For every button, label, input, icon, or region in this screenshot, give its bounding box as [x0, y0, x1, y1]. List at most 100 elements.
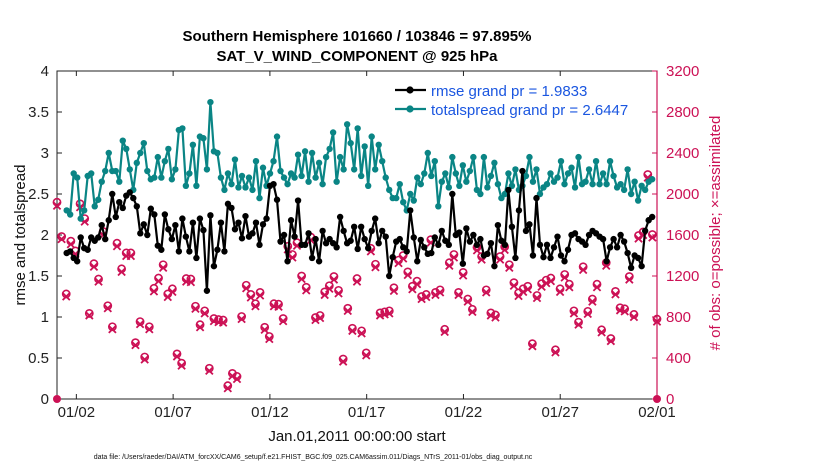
- obs-assimilated-point: [385, 309, 394, 318]
- totalspread-point: [165, 145, 172, 153]
- obs-assimilated-point: [546, 276, 556, 286]
- totalspread-point: [641, 186, 649, 194]
- obs-assimilated-point: [251, 302, 260, 311]
- totalspread-point: [133, 159, 140, 167]
- obs-assimilated-point: [145, 325, 154, 334]
- obs-assimilated-point: [274, 302, 283, 311]
- totalspread-point: [126, 166, 133, 173]
- totalspread-point: [224, 170, 232, 177]
- rmse-point: [606, 244, 614, 251]
- totalspread-point: [77, 215, 84, 222]
- totalspread-point: [386, 186, 393, 194]
- totalspread-point: [168, 176, 176, 183]
- y-tick-label: 0: [41, 391, 49, 408]
- obs-assimilated-point: [329, 275, 339, 284]
- rmse-point: [421, 244, 428, 251]
- totalspread-point: [634, 197, 642, 204]
- rmse-point: [186, 248, 193, 255]
- totalspread-point: [491, 159, 498, 167]
- totalspread-point: [305, 178, 312, 185]
- rmse-point: [536, 241, 544, 249]
- totalspread-point: [421, 170, 428, 177]
- rmse-point: [168, 235, 176, 243]
- x-tick-label: 02/01: [638, 404, 676, 421]
- rmse-point: [109, 190, 116, 198]
- y-tick-label: 4: [41, 63, 49, 80]
- totalspread-point: [301, 148, 309, 155]
- obs-assimilated-point: [255, 291, 265, 300]
- obs-assimilated-point: [352, 277, 362, 286]
- rmse-point: [95, 234, 102, 241]
- totalspread-point: [66, 211, 74, 218]
- legend-totalspread-label: totalspread grand pr = 2.6447: [431, 102, 628, 119]
- totalspread-point: [526, 153, 533, 161]
- obs-assimilated-point: [597, 328, 606, 337]
- obs-assimilated-point: [117, 267, 126, 277]
- rmse-point: [379, 227, 386, 235]
- chart-subtitle: SAT_V_WIND_COMPONENT @ 925 hPa: [216, 48, 498, 65]
- obs-assimilated-point: [435, 288, 445, 297]
- obs-assimilated-point: [528, 341, 537, 351]
- rmse-point: [519, 167, 526, 175]
- obs-assimilated-point: [158, 263, 168, 273]
- rmse-point: [456, 229, 463, 236]
- obs-assimilated-point: [89, 262, 99, 272]
- obs-assimilated-point: [241, 284, 251, 293]
- obs-assimilated-point: [186, 277, 196, 287]
- obs-assimilated-point: [334, 289, 343, 298]
- rmse-point: [66, 248, 74, 255]
- rmse-point: [273, 196, 281, 203]
- rmse-point: [84, 246, 91, 253]
- rmse-point: [582, 241, 589, 249]
- obs-assimilated-point: [389, 286, 399, 296]
- rmse-point: [126, 189, 133, 196]
- obs-assimilated-point: [218, 318, 228, 327]
- rmse-point: [638, 262, 645, 270]
- obs-assimilated-point: [620, 307, 629, 316]
- rmse-point: [417, 236, 424, 244]
- x-tick-label: 01/17: [348, 404, 386, 421]
- obs-assimilated-point: [505, 263, 514, 273]
- rmse-point: [210, 262, 218, 270]
- obs-assimilated-point: [52, 201, 62, 211]
- rmse-point: [284, 258, 291, 265]
- rmse-point: [193, 254, 200, 262]
- obs-assimilated-point: [440, 327, 449, 337]
- obs-assimilated-point: [486, 311, 496, 320]
- totalspread-point: [357, 172, 365, 180]
- y-right-tick-label: 1200: [666, 268, 699, 285]
- totalspread-point: [336, 153, 344, 161]
- totalspread-point: [368, 133, 375, 140]
- rmse-point: [512, 254, 519, 262]
- totalspread-point: [585, 166, 593, 173]
- obs-assimilated-point: [629, 312, 639, 322]
- obs-assimilated-point: [625, 275, 634, 284]
- totalspread-point: [179, 125, 186, 132]
- obs-assimilated-point: [237, 314, 246, 324]
- totalspread-point: [582, 178, 589, 185]
- rmse-point: [407, 207, 414, 214]
- rmse-point: [207, 212, 214, 219]
- obs-assimilated-point: [500, 245, 509, 255]
- totalspread-point: [73, 174, 81, 181]
- totalspread-point: [393, 194, 400, 202]
- totalspread-point: [470, 153, 477, 161]
- rmse-point: [361, 235, 368, 243]
- rmse-point: [242, 212, 249, 220]
- rmse-point: [641, 227, 649, 235]
- rmse-point: [112, 213, 119, 221]
- totalspread-point: [333, 178, 340, 185]
- totalspread-point: [456, 182, 463, 189]
- totalspread-point: [322, 153, 330, 161]
- obs-assimilated-point: [57, 234, 66, 244]
- rmse-point: [375, 240, 382, 247]
- totalspread-point: [231, 156, 239, 163]
- totalspread-point: [400, 199, 407, 206]
- rmse-point: [613, 244, 621, 251]
- totalspread-point: [487, 172, 495, 180]
- totalspread-point: [480, 153, 488, 161]
- rmse-point: [357, 223, 365, 230]
- rmse-point: [561, 258, 568, 265]
- rmse-point: [473, 241, 481, 249]
- rmse-point: [501, 241, 509, 249]
